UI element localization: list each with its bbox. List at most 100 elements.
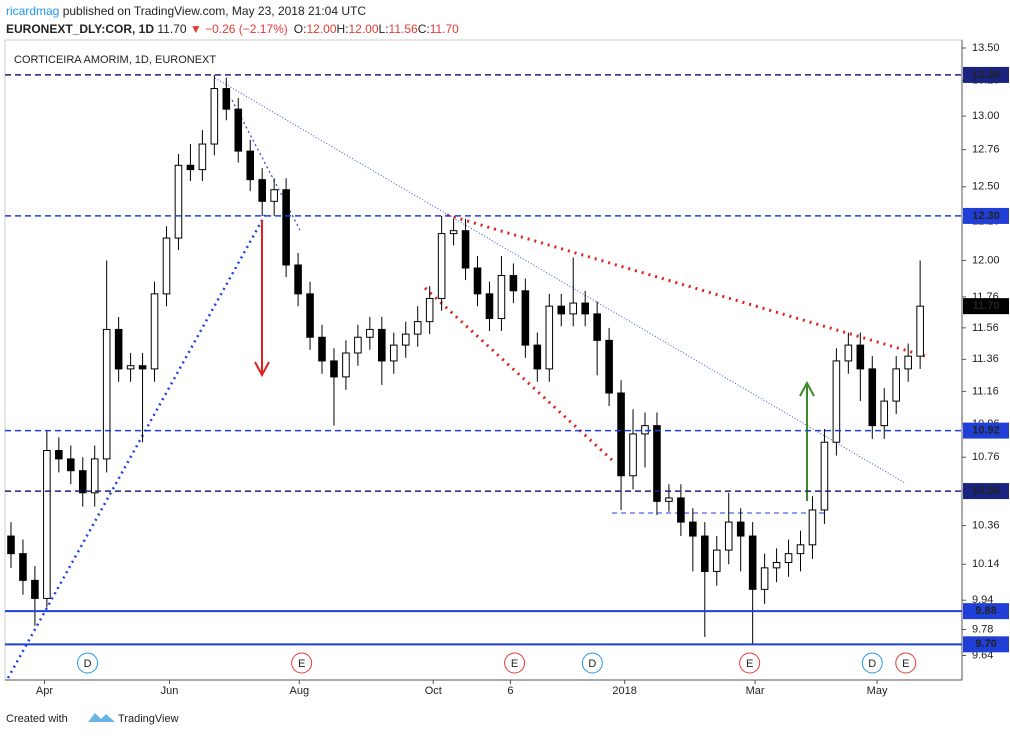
candle-body — [102, 328, 111, 460]
level-box — [963, 483, 1009, 500]
event-marker — [739, 652, 761, 674]
trend-line — [446, 213, 926, 358]
event-label: E — [746, 658, 753, 670]
drawings — [6, 77, 926, 679]
candle-body — [736, 521, 745, 537]
candle-body — [174, 164, 183, 239]
footer-brand[interactable]: TradingView — [118, 713, 179, 725]
candle-body — [653, 425, 661, 502]
candle-body — [150, 293, 159, 370]
candle-body — [509, 275, 518, 292]
candle-body — [413, 321, 422, 335]
last-price-box — [963, 298, 1009, 315]
level-label: 12.30 — [972, 210, 1000, 222]
candle-body — [641, 425, 649, 435]
candle-body — [880, 400, 889, 427]
candle-body — [569, 302, 578, 315]
level-label: 10.92 — [972, 425, 1000, 437]
ohlc-value: 11.56 — [389, 22, 418, 36]
candle-body — [126, 365, 135, 370]
candle-body — [354, 336, 362, 354]
y-tick-label: 11.56 — [972, 322, 999, 334]
candle-body — [198, 143, 207, 171]
y-tick-label: 9.78 — [972, 623, 993, 635]
candle-body — [665, 497, 673, 502]
event-marker — [291, 652, 313, 674]
candle-body — [401, 333, 410, 346]
candle-body — [796, 544, 805, 555]
candle-body — [521, 290, 530, 346]
level-box — [963, 422, 1009, 439]
candle-body — [270, 189, 278, 202]
symbol: EURONEXT_DLY:COR, 1D — [6, 22, 154, 36]
ohlc-label: C: — [418, 22, 430, 36]
y-tick-label: 13.00 — [972, 110, 1000, 122]
ohlc-label: O: — [294, 22, 307, 36]
author[interactable]: ricardmag — [6, 4, 59, 18]
header-line: ricardmag published on TradingView.com, … — [6, 4, 366, 18]
ohlc-label: L: — [379, 22, 389, 36]
candle-body — [246, 150, 255, 181]
level-box — [963, 636, 1009, 653]
candle-body — [473, 267, 482, 295]
level-box — [963, 66, 1009, 83]
candle-body — [904, 355, 912, 370]
candle-body — [605, 339, 613, 394]
trend-line — [6, 214, 267, 679]
candle-body — [366, 328, 374, 338]
candle-body — [784, 553, 793, 564]
candle-body — [43, 450, 51, 599]
arrow-head — [254, 361, 270, 378]
event-label: D — [588, 658, 596, 670]
y-tick-label: 10.76 — [972, 451, 1000, 463]
candle-body — [186, 164, 195, 171]
candle-body — [677, 497, 685, 523]
candle-body — [701, 535, 709, 572]
y-tick-label: 10.36 — [972, 519, 1000, 531]
candle-body — [318, 336, 326, 362]
event-marker — [861, 652, 883, 674]
candle-body — [485, 293, 494, 320]
candle-body — [449, 230, 458, 235]
candle-body — [162, 237, 171, 295]
y-tick-label: 12.00 — [972, 254, 1000, 266]
y-tick-label: 9.64 — [972, 649, 993, 661]
candle-body — [808, 509, 817, 546]
y-tick-label: 12.50 — [972, 181, 1000, 193]
candle-body — [138, 365, 147, 370]
x-tick-label: 2018 — [612, 685, 636, 697]
symbol-line: EURONEXT_DLY:COR, 1D 11.70 ▼ −0.26 (−2.1… — [6, 22, 459, 36]
candle-body — [760, 567, 769, 590]
footer-created: Created with — [6, 713, 68, 725]
candle-body — [461, 230, 470, 269]
candle-body — [114, 328, 123, 370]
ohlc-label: H: — [337, 22, 349, 36]
event-label: E — [298, 658, 305, 670]
candle-body — [378, 328, 386, 362]
ohlc-value: 11.70 — [430, 22, 459, 36]
level-label: 9.88 — [975, 605, 996, 617]
candle-body — [593, 313, 601, 341]
plot-frame — [4, 39, 963, 681]
candle-body — [545, 305, 554, 370]
x-tick-label: Mar — [746, 685, 765, 697]
candle-body — [342, 352, 350, 378]
candle-body — [916, 305, 924, 357]
published: published on TradingView.com, May 23, 20… — [63, 4, 367, 18]
candle-body — [282, 189, 290, 266]
level-label: 13.30 — [972, 69, 1000, 81]
candle-body — [617, 392, 625, 477]
candle-body — [868, 368, 877, 427]
y-tick-label: 12.76 — [972, 144, 1000, 156]
level-label: 9.70 — [975, 638, 996, 650]
candle-body — [330, 360, 338, 378]
candle-body — [581, 302, 589, 315]
level-box — [963, 603, 1009, 620]
candle-body — [234, 108, 243, 152]
candle-body — [856, 344, 865, 370]
logo — [88, 713, 115, 722]
candle-body — [772, 562, 781, 569]
event-label: E — [511, 658, 518, 670]
candle-body — [78, 470, 87, 494]
